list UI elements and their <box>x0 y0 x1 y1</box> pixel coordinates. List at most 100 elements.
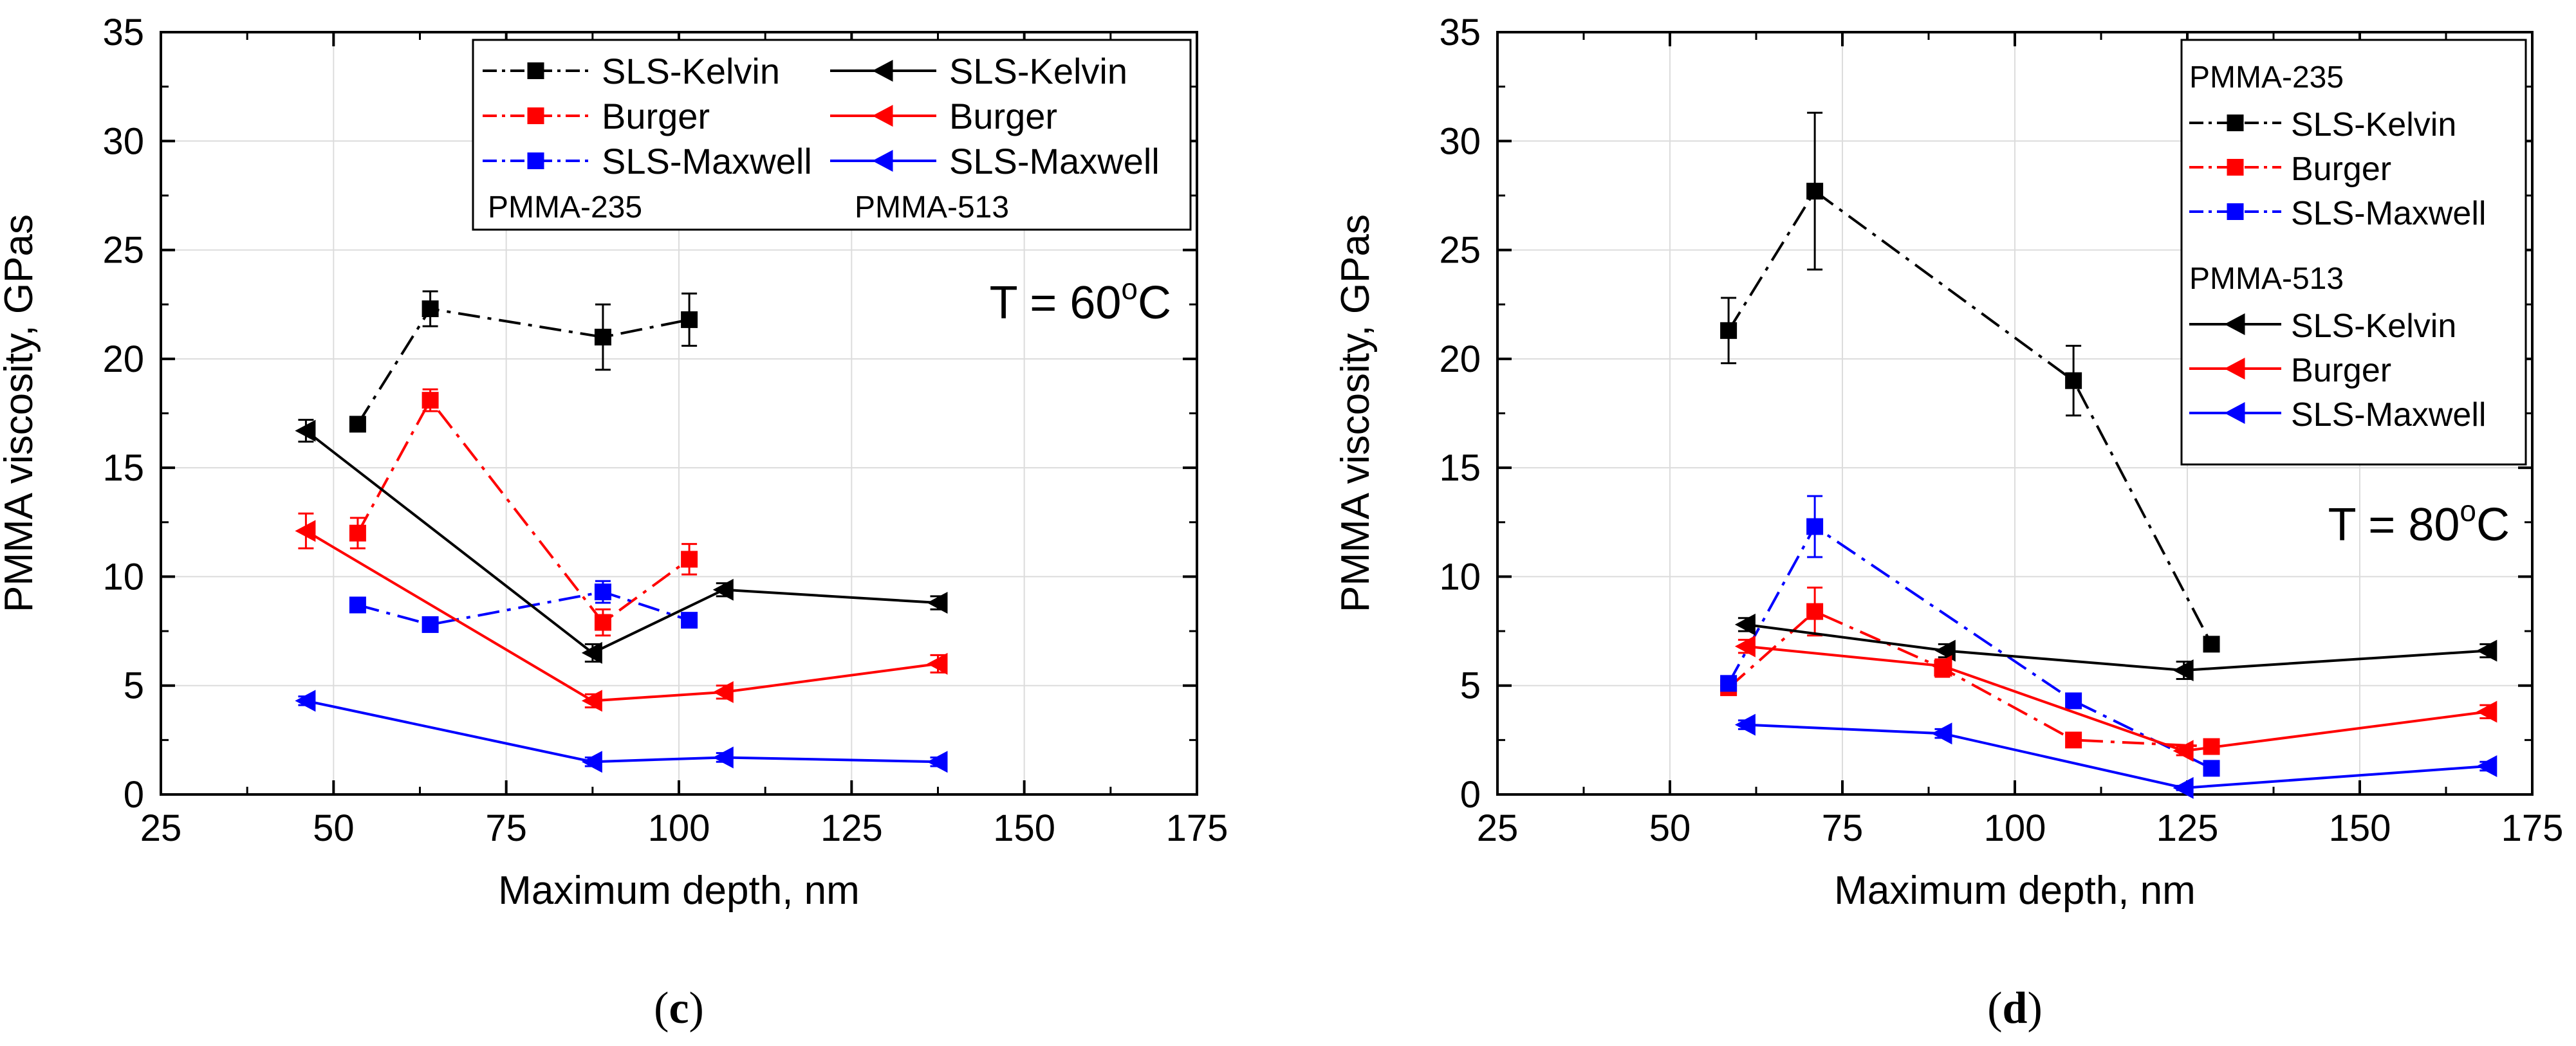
legend-marker <box>872 60 893 82</box>
x-tick-label: 150 <box>2329 807 2391 849</box>
series-pmma-235-sls-maxwell <box>1720 495 2220 777</box>
x-tick-label: 125 <box>820 807 883 849</box>
data-point <box>1931 655 1952 677</box>
data-point <box>2173 659 2194 682</box>
data-point <box>927 751 948 773</box>
legend-marker <box>2227 115 2244 131</box>
data-point <box>581 641 602 664</box>
legend-label: SLS-Kelvin <box>2291 307 2456 345</box>
data-point <box>681 311 698 328</box>
y-tick-label: 35 <box>1439 12 1481 53</box>
legend-marker <box>2227 159 2244 176</box>
y-axis-title: PMMA viscosity, GPas <box>1333 214 1378 612</box>
data-point <box>1720 322 1737 339</box>
data-point <box>2065 692 2082 710</box>
data-point <box>422 392 439 409</box>
legend-marker <box>2224 358 2245 380</box>
data-point <box>712 681 734 703</box>
legend-marker <box>2224 402 2245 424</box>
series-line <box>305 699 938 764</box>
series-pmma-513-burger <box>1734 635 2497 762</box>
x-tick-label: 50 <box>1649 807 1691 849</box>
y-tick-label: 15 <box>1439 447 1481 489</box>
data-point <box>712 746 734 769</box>
chart-d: 25 50 75 100 125 150 175 0 5 10 15 20 25 30 35 Maximum … <box>1333 12 2563 1033</box>
data-point <box>2173 740 2194 762</box>
data-point <box>2476 755 2497 777</box>
series-pmma-235-burger <box>349 388 698 637</box>
series-pmma-513-sls-maxwell <box>295 690 948 773</box>
temperature-annotation: T = 80oC <box>2328 494 2510 551</box>
legend-group-label: PMMA-235 <box>2189 60 2344 95</box>
legend-label: SLS-Maxwell <box>2291 396 2486 434</box>
legend-marker <box>2224 313 2245 335</box>
y-tick-label: 0 <box>124 774 144 816</box>
data-point <box>1720 675 1737 692</box>
x-axis-title: Maximum depth, nm <box>498 868 860 913</box>
y-tick-label: 5 <box>1460 665 1481 707</box>
data-point <box>295 520 316 542</box>
data-point <box>1806 518 1824 535</box>
data-point <box>1934 639 1956 662</box>
data-point <box>349 416 366 433</box>
data-point <box>1806 183 1824 200</box>
legend-marker <box>527 107 544 124</box>
x-tick-label: 175 <box>1166 807 1228 849</box>
y-tick-label: 5 <box>124 665 144 707</box>
x-tick-label: 125 <box>2156 807 2219 849</box>
legend-marker <box>872 150 893 172</box>
data-point <box>2203 760 2220 777</box>
legend-label: SLS-Kelvin <box>949 51 1127 91</box>
annotation-degree: o <box>2460 494 2476 528</box>
data-point <box>2065 372 2082 389</box>
legend-label: SLS-Maxwell <box>602 141 812 181</box>
data-point <box>1931 722 1952 745</box>
series-pmma-513-sls-kelvin <box>295 419 948 664</box>
legend-marker <box>527 62 544 79</box>
y-tick-label: 20 <box>102 338 144 380</box>
y-tick-label: 30 <box>1439 120 1481 162</box>
data-point <box>594 329 611 345</box>
data-point <box>1734 613 1756 636</box>
annotation-text: T = 60 <box>990 277 1122 329</box>
annotation-unit: C <box>2476 499 2510 551</box>
series-line <box>1727 524 2212 770</box>
series-pmma-235-sls-kelvin <box>349 290 698 433</box>
series-line <box>1727 189 2213 645</box>
legend-group-label: PMMA-235 <box>488 190 642 225</box>
axes: 25 50 75 100 125 150 175 0 5 10 15 20 25 30 35 <box>102 12 1228 849</box>
legend-group-label: PMMA-513 <box>855 190 1009 225</box>
y-axis-title: PMMA viscosity, GPas <box>0 214 41 612</box>
series-line <box>1745 645 2488 753</box>
data-point <box>422 300 439 317</box>
series-pmma-235-sls-maxwell <box>349 580 698 633</box>
y-tick-label: 35 <box>102 12 144 53</box>
chart-c: 25 50 75 100 125 150 175 0 5 10 15 20 25 30 35 Maximum … <box>0 12 1228 1033</box>
data-point <box>581 690 602 712</box>
data-point <box>2173 776 2194 799</box>
legend-label: Burger <box>602 96 710 136</box>
panel-label-letter: c <box>669 984 689 1033</box>
series-line <box>305 430 938 655</box>
data-point <box>295 419 316 442</box>
legend-label: Burger <box>2291 151 2391 188</box>
legend-label: Burger <box>949 96 1057 136</box>
data-point <box>581 751 602 773</box>
data-point <box>349 524 366 542</box>
x-axis-title: Maximum depth, nm <box>1834 868 2196 913</box>
x-tick-label: 150 <box>993 807 1055 849</box>
legend-label: Burger <box>2291 352 2391 389</box>
legend-label: SLS-Maxwell <box>2291 195 2486 232</box>
legend: PMMA-235 SLS-Kelvin Burger SLS-Maxwell PMMA-… <box>2180 39 2527 466</box>
data-point <box>594 583 611 601</box>
legend-label: SLS-Maxwell <box>949 141 1160 181</box>
panel-label: (d) <box>1987 984 2043 1033</box>
data-point <box>681 612 698 629</box>
legend-box <box>2180 39 2527 466</box>
temperature-annotation: T = 60oC <box>990 272 1171 329</box>
legend-group-label: PMMA-513 <box>2189 262 2344 296</box>
series-pmma-235-sls-kelvin <box>1720 111 2220 653</box>
data-point <box>927 652 948 675</box>
